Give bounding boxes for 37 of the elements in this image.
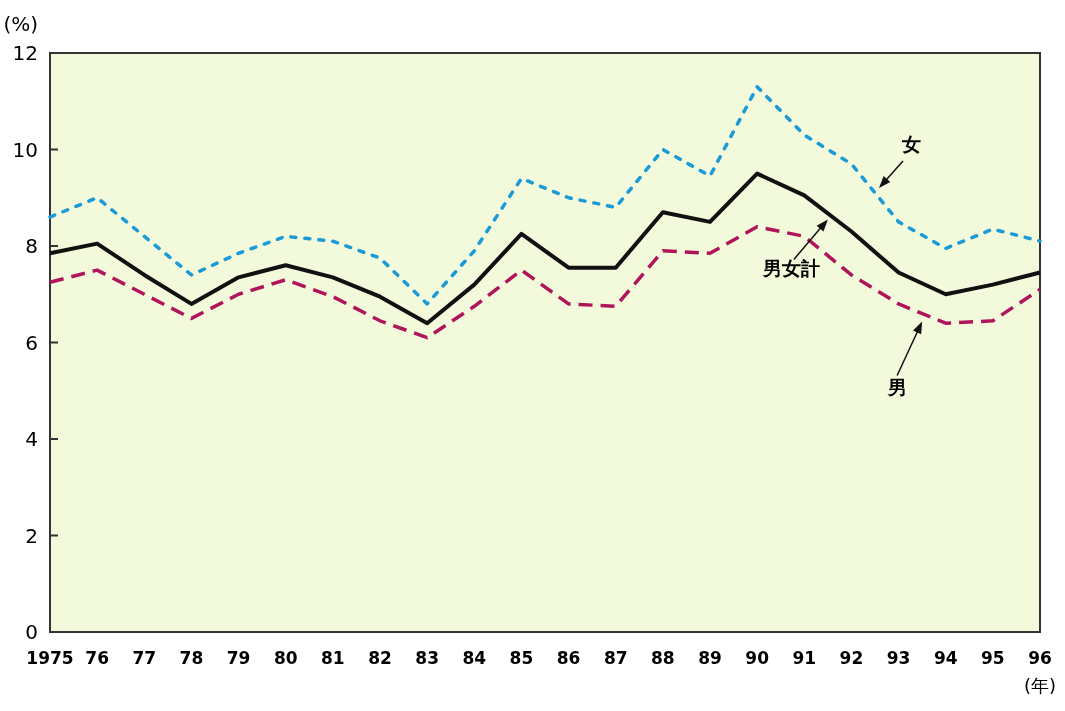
x-tick-label: 87 — [603, 648, 628, 668]
y-tick-label: 8 — [25, 234, 38, 258]
x-tick-label: 78 — [179, 648, 204, 668]
x-axis-title: (年) — [1023, 675, 1057, 696]
line-series — [48, 224, 1042, 340]
line-series — [48, 171, 1042, 326]
y-tick-label: 2 — [25, 523, 38, 548]
x-tick-label: 88 — [651, 648, 675, 668]
x-tick-label: 81 — [321, 648, 345, 668]
x-tick-label: 91 — [792, 648, 817, 668]
x-tick-label: 94 — [933, 648, 958, 668]
text: 女 — [900, 132, 921, 155]
x-tick-label: 95 — [981, 648, 1005, 668]
x-tick-label: 92 — [839, 648, 864, 668]
y-tick-label: 6 — [25, 330, 38, 355]
x-tick-label: 1975 — [26, 648, 74, 668]
line-series — [48, 85, 1042, 306]
y-tick-label: 12 — [12, 41, 38, 65]
x-tick-label: 96 — [1028, 648, 1052, 668]
x-tick-label: 93 — [886, 648, 911, 668]
x-tick-label: 80 — [273, 648, 298, 668]
y-axis-title: (%) — [3, 12, 38, 36]
y-tick-label: 0 — [25, 620, 38, 644]
x-tick-label: 86 — [556, 648, 581, 668]
x-tick-label: 83 — [415, 648, 439, 668]
text: 男 — [886, 375, 907, 398]
x-tick-label: 85 — [509, 648, 534, 668]
x-tick-label: 84 — [462, 648, 487, 668]
x-tick-label: 77 — [132, 648, 157, 668]
legend-label: 男女計 — [762, 257, 821, 280]
y-tick-label: 4 — [25, 427, 38, 451]
x-tick-label: 90 — [745, 648, 770, 668]
y-tick-label: 10 — [12, 137, 38, 162]
x-tick-label: 82 — [368, 648, 392, 668]
x-tick-label: 76 — [85, 648, 109, 668]
x-tick-label: 89 — [698, 648, 722, 668]
x-tick-label: 79 — [226, 648, 251, 668]
